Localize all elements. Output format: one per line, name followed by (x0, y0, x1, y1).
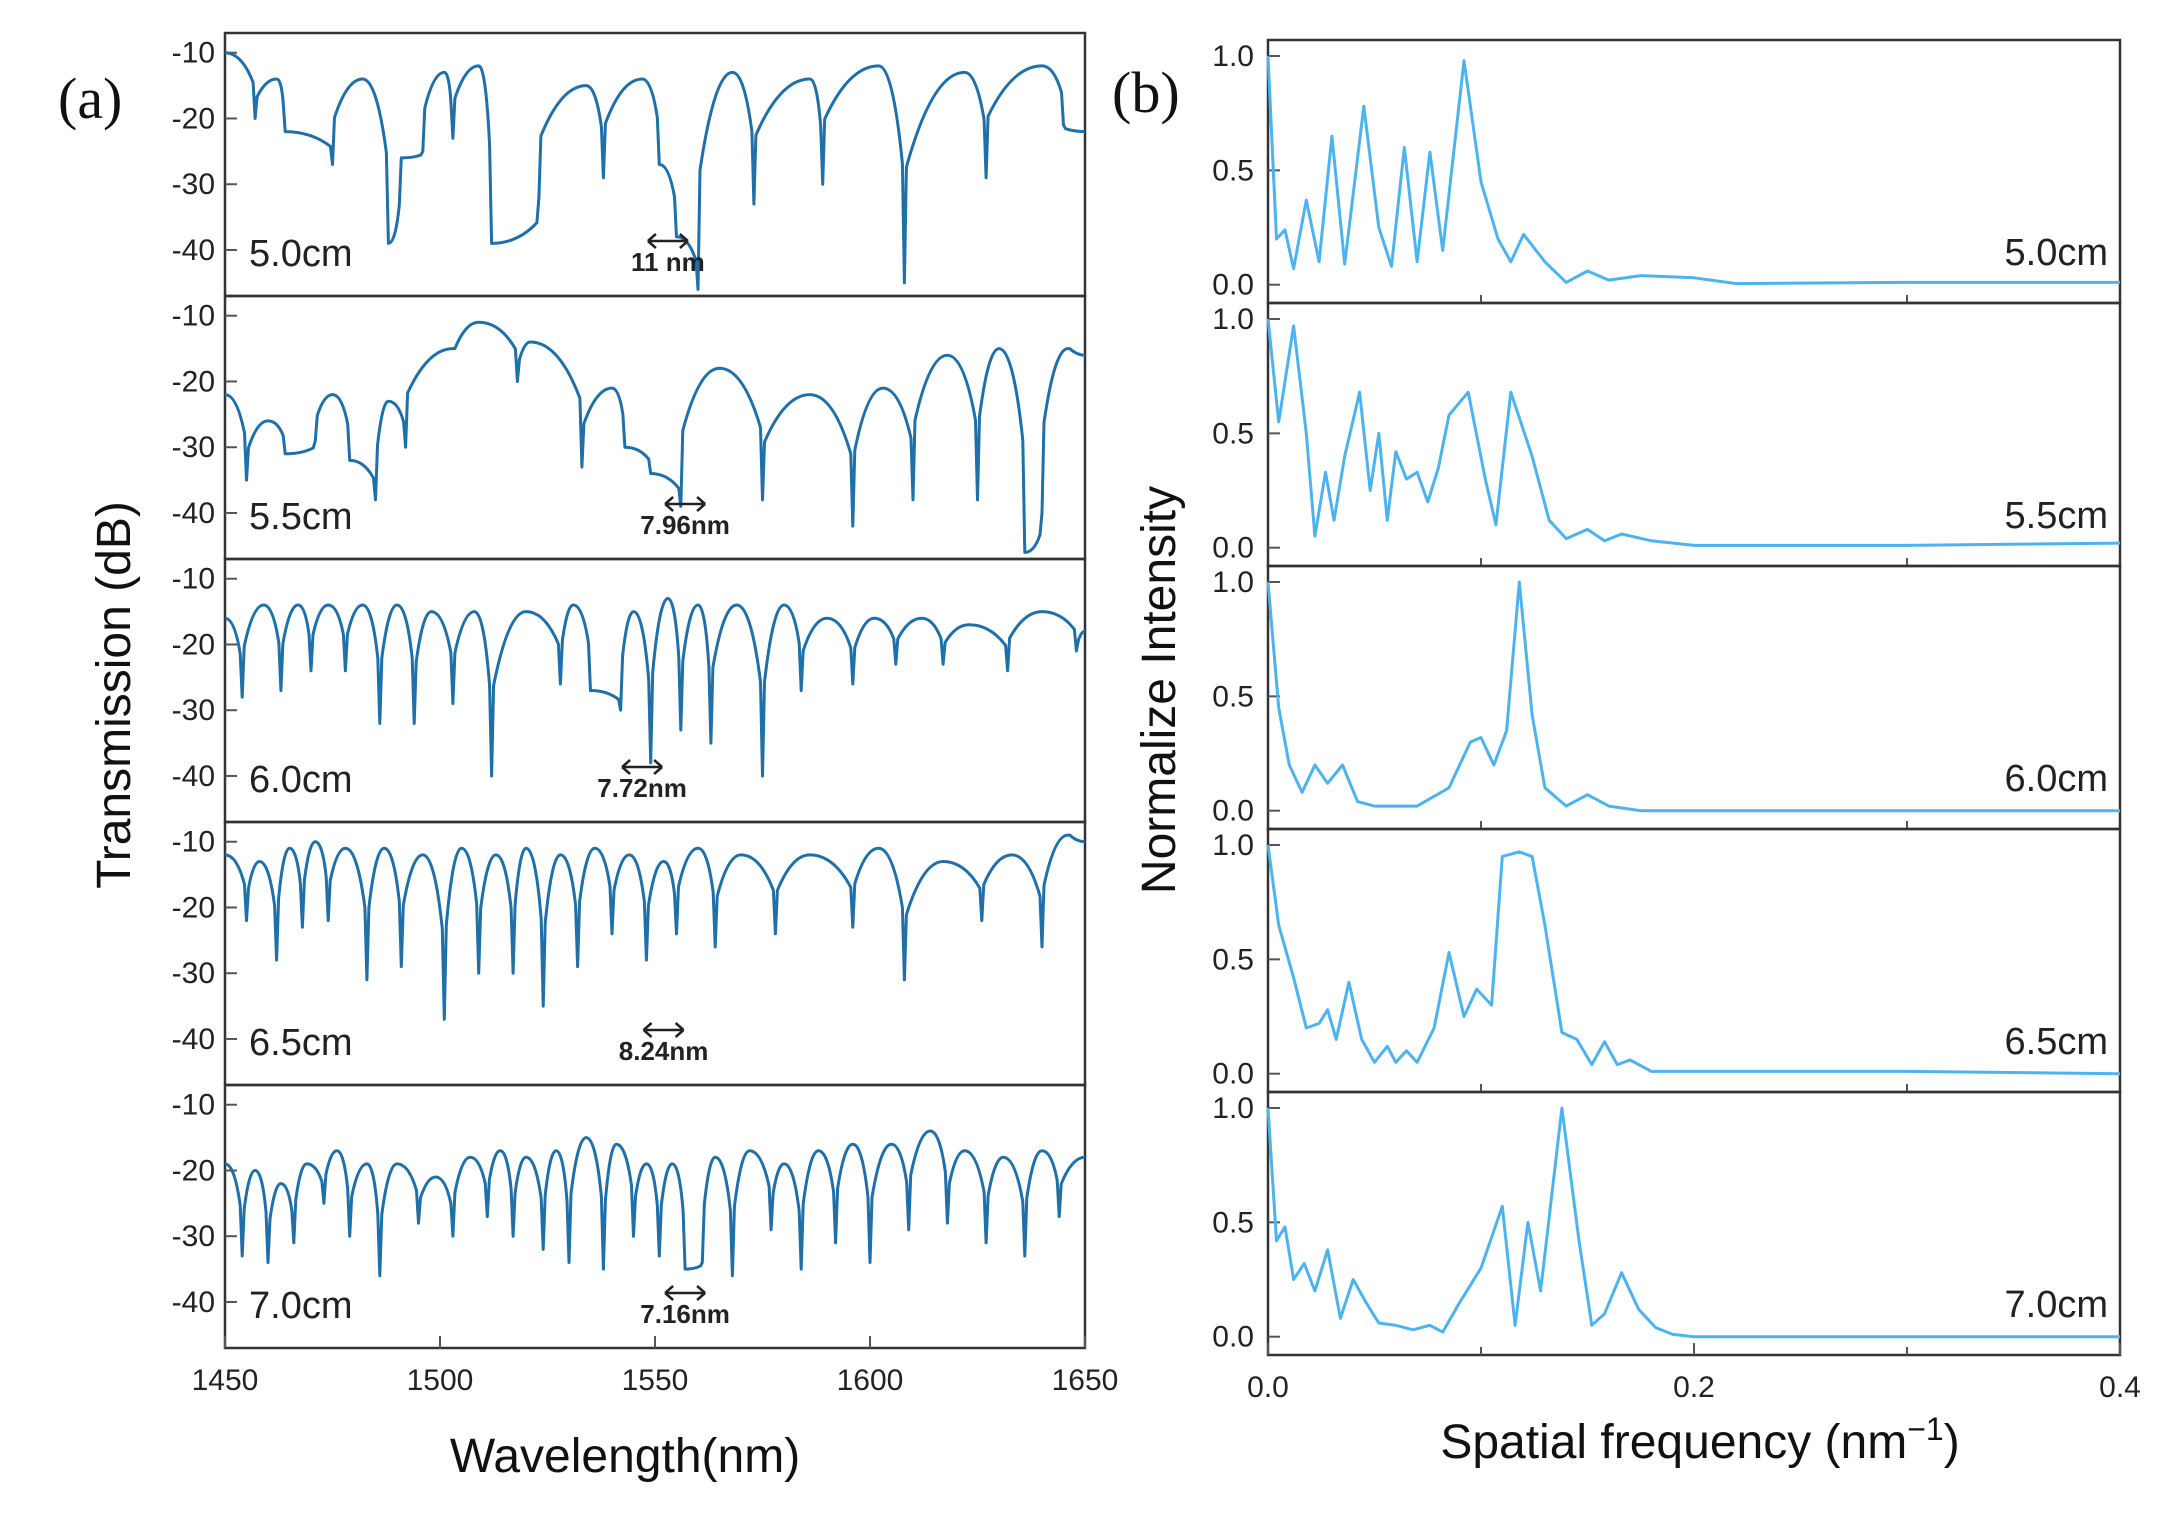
y-tick-label: 1.0 (1212, 40, 1254, 73)
fsr-label: 11 nm (631, 247, 705, 277)
y-tick-label: -10 (172, 1089, 215, 1122)
x-tick-label: 1500 (407, 1364, 474, 1397)
subplot-frame (1266, 301, 2122, 568)
y-tick-label: 0.5 (1212, 680, 1254, 713)
x-axis-title: Wavelength(nm) (450, 1430, 800, 1483)
subplot-frame (1266, 38, 2122, 305)
fsr-arrow (664, 1285, 706, 1301)
sample-length-label: 5.5cm (249, 496, 352, 538)
sample-length-label: 6.0cm (2005, 758, 2108, 800)
y-tick-label: -10 (172, 826, 215, 859)
x-tick-label: 0.0 (1247, 1371, 1289, 1404)
y-tick-label: -40 (172, 1286, 215, 1319)
fft-line-6.0cm (1266, 580, 2120, 813)
y-tick-label: 0.5 (1212, 417, 1254, 450)
fsr-label: 8.24nm (619, 1036, 709, 1066)
fft-line-7.0cm (1266, 1106, 2120, 1339)
y-tick-label: -10 (172, 37, 215, 70)
y-tick-label: 1.0 (1212, 1092, 1254, 1125)
spectrum-line-6.5cm (224, 833, 1086, 1021)
panel-letter: (a) (58, 66, 122, 131)
sample-length-label: 6.0cm (249, 759, 352, 801)
sample-length-label: 7.0cm (2005, 1284, 2108, 1326)
y-tick-label: -30 (172, 431, 215, 464)
y-tick-label: 0.0 (1212, 795, 1254, 828)
y-tick-label: -30 (172, 694, 215, 727)
sample-length-label: 6.5cm (2005, 1021, 2108, 1063)
x-tick-label: 1650 (1052, 1364, 1119, 1397)
spectrum-line-7.0cm (224, 1129, 1086, 1278)
y-tick-label: -30 (172, 1220, 215, 1253)
fsr-label: 7.72nm (597, 773, 687, 803)
x-axis-title-end: ) (1944, 1416, 1960, 1469)
x-tick-label: 1600 (837, 1364, 904, 1397)
x-axis-title: Spatial frequency (nm−1) (1440, 1411, 1959, 1469)
x-axis-title-superscript: −1 (1907, 1411, 1943, 1447)
spectrum-line-5.0cm (224, 51, 1086, 291)
y-tick-label: 0.0 (1212, 1058, 1254, 1091)
y-tick-label: -10 (172, 300, 215, 333)
y-tick-label: -30 (172, 957, 215, 990)
y-tick-label: 1.0 (1212, 303, 1254, 336)
y-tick-label: -20 (172, 102, 215, 135)
fsr-label: 7.16nm (640, 1299, 730, 1329)
fsr-label: 7.96nm (640, 510, 730, 540)
fft-line-5.5cm (1266, 318, 2121, 547)
sample-length-label: 5.0cm (249, 233, 352, 275)
fsr-arrow (621, 759, 663, 775)
x-axis-title-text: Spatial frequency (nm (1440, 1416, 1907, 1469)
y-tick-label: -10 (172, 563, 215, 596)
y-tick-label: 0.5 (1212, 1206, 1254, 1239)
x-tick-label: 0.2 (1673, 1371, 1715, 1404)
fft-line-6.5cm (1266, 844, 2121, 1076)
y-tick-label: -40 (172, 1023, 215, 1056)
sample-length-label: 6.5cm (249, 1022, 352, 1064)
y-tick-label: -40 (172, 760, 215, 793)
panel-b: 0.0 0.5 1.0 5.0cm 0.0 0.5 1.0 5.5cm 0.0 0.5 1.0 6.0… (1112, 38, 2141, 1469)
x-tick-label: 1550 (622, 1364, 689, 1397)
spectrum-line-6.0cm (224, 597, 1086, 778)
y-tick-label: 0.5 (1212, 943, 1254, 976)
y-tick-label: 1.0 (1212, 566, 1254, 599)
y-tick-label: -20 (172, 1154, 215, 1187)
y-axis-title: Normalize Intensity (1133, 486, 1186, 894)
y-tick-label: 0.0 (1212, 1321, 1254, 1354)
y-tick-label: -20 (172, 365, 215, 398)
panel-a: -10 -20 -30 -40 5.0cm 11 nm -10 -20 -30 -40 5.5cm 7… (58, 31, 1119, 1483)
y-tick-label: -20 (172, 628, 215, 661)
y-tick-label: 0.0 (1212, 532, 1254, 565)
y-tick-label: 0.5 (1212, 154, 1254, 187)
fsr-arrow (664, 496, 706, 512)
y-tick-label: -40 (172, 497, 215, 530)
y-tick-label: -20 (172, 891, 215, 924)
x-tick-label: 0.4 (2099, 1371, 2141, 1404)
fsr-arrow (642, 1022, 685, 1038)
subplot-frame (1266, 827, 2122, 1094)
fft-line-5.0cm (1266, 55, 2120, 286)
spectrum-line-5.5cm (224, 320, 1086, 554)
y-tick-label: 0.0 (1212, 269, 1254, 302)
y-tick-label: 1.0 (1212, 829, 1254, 862)
sample-length-label: 5.5cm (2005, 495, 2108, 537)
sample-length-label: 7.0cm (249, 1285, 352, 1327)
x-tick-label: 1450 (192, 1364, 259, 1397)
subplot-frame (1266, 564, 2122, 831)
y-axis-title: Transmission (dB) (88, 501, 141, 889)
panel-letter: (b) (1112, 60, 1180, 125)
y-tick-label: -40 (172, 234, 215, 267)
subplot-frame (1266, 1090, 2122, 1357)
sample-length-label: 5.0cm (2005, 232, 2108, 274)
fsr-arrow (647, 233, 689, 249)
y-tick-label: -30 (172, 168, 215, 201)
